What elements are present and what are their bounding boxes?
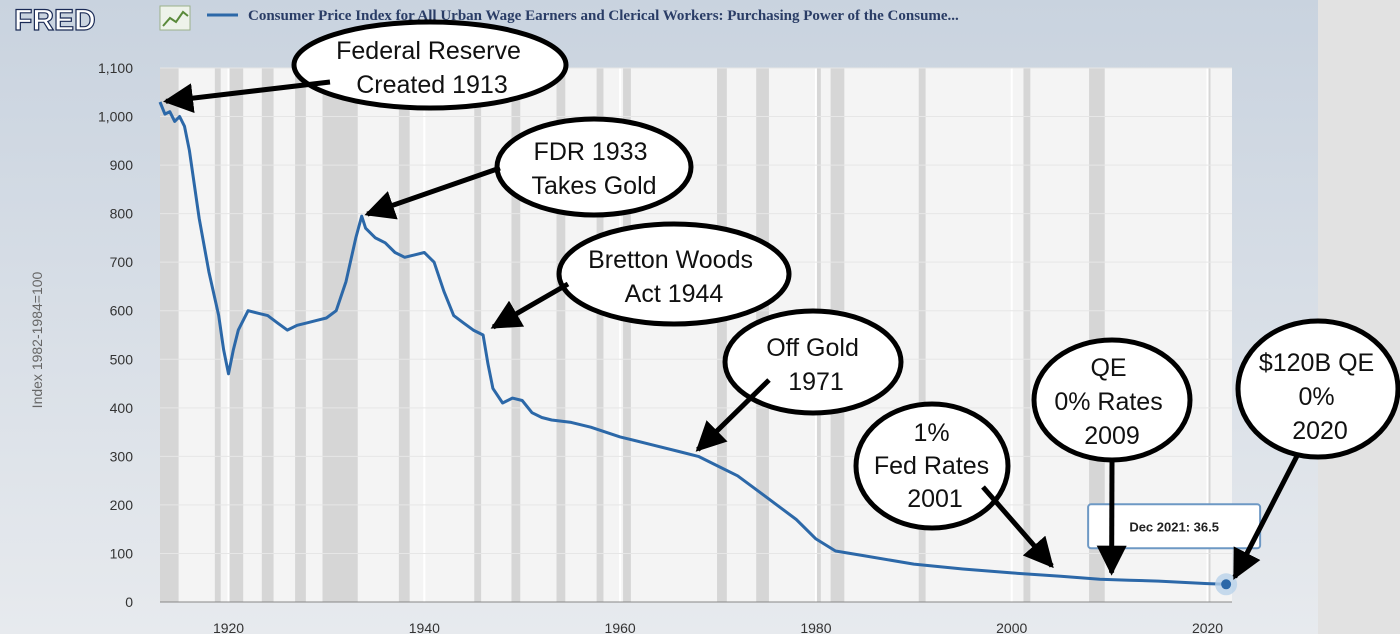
y-axis-ticks: 0 100 200 300 400 500 600 700 800 900 1,000 1,100 xyxy=(98,60,133,610)
x-axis-ticks: 1920 1940 1960 1980 2000 2020 xyxy=(213,620,1223,634)
annotation-arrow xyxy=(490,281,570,330)
recession-band xyxy=(1023,68,1031,602)
annotation-line: 2009 xyxy=(1084,422,1140,450)
annotation-fdr-gold: FDR 1933 Takes Gold xyxy=(364,116,694,220)
annotation-line: 1971 xyxy=(788,368,844,396)
annotation-line: FDR 1933 xyxy=(534,138,648,166)
x-tick-label: 1940 xyxy=(409,620,440,634)
annotation-ellipse xyxy=(1235,318,1400,460)
tooltip: Dec 2021: 36.5 xyxy=(1087,503,1262,596)
y-tick-label: 300 xyxy=(110,448,134,464)
series-line-purchasing-power[interactable] xyxy=(158,101,1227,586)
annotation-qe-2020: $120B QE 0% 2020 xyxy=(1232,318,1400,580)
x-tick-label: 1920 xyxy=(213,620,244,634)
annotation-line: $120B QE xyxy=(1259,349,1374,377)
annotation-line: 2020 xyxy=(1292,417,1348,445)
recession-band xyxy=(261,68,274,602)
annotation-ellipse xyxy=(1031,337,1193,463)
annotation-ellipse xyxy=(722,308,904,416)
annotation-line: QE xyxy=(1090,354,1126,382)
annotation-line: 2001 xyxy=(907,485,963,513)
annotation-line: 0% xyxy=(1298,383,1334,411)
recession-band xyxy=(160,68,179,602)
y-tick-label: 800 xyxy=(110,206,134,222)
recession-band xyxy=(214,68,221,602)
y-axis-label: Index 1982-1984=100 xyxy=(29,271,45,408)
recession-band xyxy=(596,68,604,602)
annotation-line: Federal Reserve xyxy=(336,37,521,65)
annotation-line: Fed Rates xyxy=(874,452,989,480)
y-tick-label: 400 xyxy=(110,400,134,416)
y-tick-label: 1,000 xyxy=(98,109,133,125)
recession-band xyxy=(1208,68,1211,602)
plot-area xyxy=(160,68,1232,602)
annotation-line: 0% Rates xyxy=(1054,388,1162,416)
recession-band xyxy=(918,68,926,602)
recession-band xyxy=(322,68,358,602)
annotation-ellipse xyxy=(494,116,694,218)
annotation-line: Bretton Woods xyxy=(588,246,753,274)
recession-band xyxy=(556,68,566,602)
recession-band xyxy=(623,68,631,602)
annotation-bretton-woods: Bretton Woods Act 1944 xyxy=(490,221,792,330)
right-margin xyxy=(1318,0,1400,634)
vertical-gridlines xyxy=(227,68,1209,602)
x-tick-label: 1960 xyxy=(605,620,636,634)
svg-text:FDR 1933 Takes Gold: FDR 1933 Takes Gold xyxy=(531,138,656,200)
svg-text:Federal Reserve Create: Federal Reserve Created 1913 xyxy=(336,37,528,99)
y-tick-label: 900 xyxy=(110,157,134,173)
annotation-line: Takes Gold xyxy=(531,172,656,200)
annotation-line: Act 1944 xyxy=(625,280,724,308)
tooltip-text: Dec 2021: 36.5 xyxy=(1129,519,1219,534)
svg-text:QE 0% Rates 20: QE 0% Rates 2009 xyxy=(1054,354,1169,450)
y-tick-label: 1,100 xyxy=(98,60,133,76)
svg-text:$120B QE 0% 20: $120B QE 0% 2020 xyxy=(1259,349,1381,445)
annotation-arrow xyxy=(695,378,771,452)
svg-text:Bretton Woods Act 1944: Bretton Woods Act 1944 xyxy=(588,246,760,308)
recession-band xyxy=(474,68,482,602)
y-tick-label: 100 xyxy=(110,545,134,561)
annotation-arrow xyxy=(1232,452,1301,580)
x-tick-label: 2020 xyxy=(1192,620,1223,634)
recession-band xyxy=(511,68,521,602)
y-tick-label: 600 xyxy=(110,303,134,319)
annotations: Federal Reserve Created 1913 FDR 1933 Ta… xyxy=(163,19,1400,580)
annotation-ellipse xyxy=(291,19,569,111)
recession-band xyxy=(1089,68,1105,602)
y-tick-label: 500 xyxy=(110,351,134,367)
legend-label[interactable]: Consumer Price Index for All Urban Wage … xyxy=(248,8,959,24)
annotation-arrow xyxy=(981,485,1054,569)
annotation-arrow xyxy=(163,79,331,114)
annotation-line: Created 1913 xyxy=(356,71,508,99)
recession-band xyxy=(717,68,727,602)
fred-chart-icon xyxy=(159,5,191,31)
recession-band xyxy=(398,68,410,602)
svg-text:Off Gold 1971: Off Gold 1971 xyxy=(766,334,866,396)
x-tick-label: 2000 xyxy=(996,620,1027,634)
annotation-ellipse xyxy=(556,221,792,327)
y-tick-label: 200 xyxy=(110,497,134,513)
annotation-fed-rates: 1% Fed Rates 2001 xyxy=(853,401,1054,569)
fred-logo[interactable]: FRED xyxy=(13,3,96,37)
annotation-federal-reserve: Federal Reserve Created 1913 xyxy=(163,19,569,114)
annotation-off-gold: Off Gold 1971 xyxy=(695,308,904,452)
annotation-ellipse xyxy=(853,401,1011,531)
annotation-line: Off Gold xyxy=(766,334,859,362)
svg-text:1% Fed Rates 2: 1% Fed Rates 2001 xyxy=(874,419,996,513)
y-tick-label: 700 xyxy=(110,254,134,270)
annotation-qe-2009: QE 0% Rates 2009 xyxy=(1031,337,1193,576)
recession-band xyxy=(295,68,306,602)
x-tick-label: 1980 xyxy=(800,620,831,634)
tooltip-point[interactable] xyxy=(1221,579,1232,590)
annotation-line: 1% xyxy=(913,419,949,447)
annotation-arrow xyxy=(364,165,501,220)
y-tick-label: 0 xyxy=(125,594,133,610)
